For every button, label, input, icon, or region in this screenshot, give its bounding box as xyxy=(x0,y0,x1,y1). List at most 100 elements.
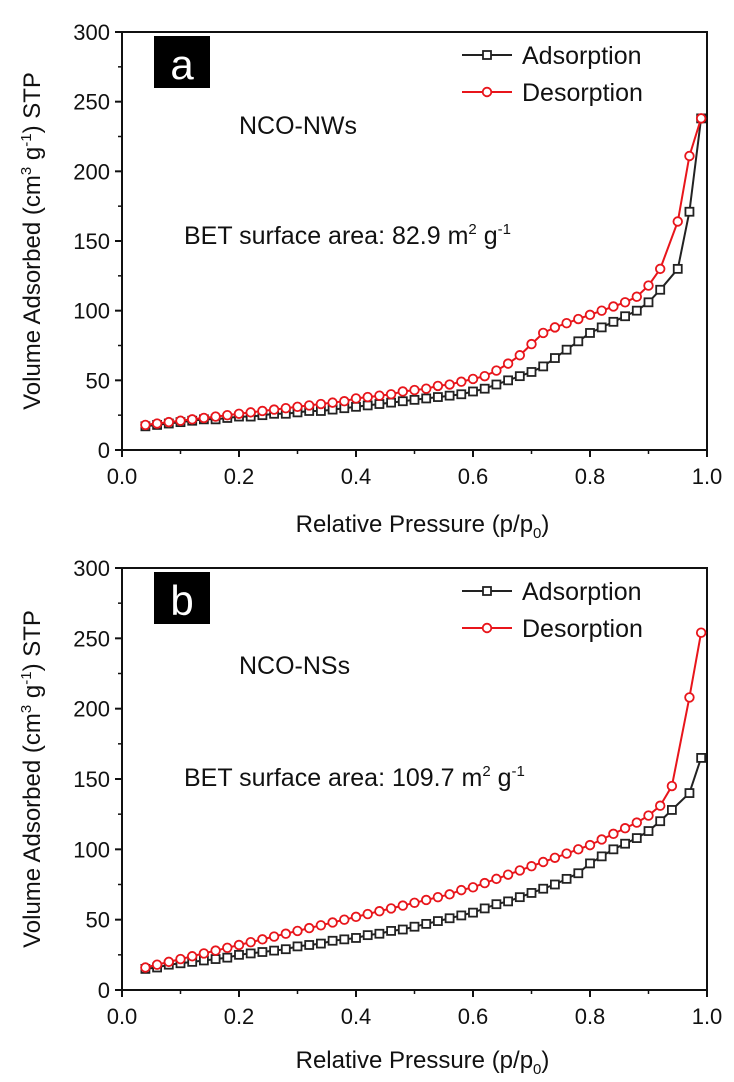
y-tick-label: 0 xyxy=(98,978,110,1003)
data-point-desorption xyxy=(432,891,444,903)
y-axis-label-text: Volume Adsorbed (cm xyxy=(19,713,46,948)
y-axis-label-text: g xyxy=(19,147,46,167)
data-point-desorption xyxy=(245,407,256,418)
y-tick-label: 0 xyxy=(98,438,110,463)
data-point-adsorption xyxy=(514,371,525,382)
data-point-desorption xyxy=(456,884,467,896)
data-point-desorption xyxy=(655,263,666,275)
data-point-adsorption xyxy=(596,851,607,862)
data-point-desorption xyxy=(385,389,397,400)
data-point-desorption xyxy=(222,942,233,954)
data-point-desorption xyxy=(502,358,514,369)
data-point-desorption xyxy=(151,418,163,429)
data-point-desorption xyxy=(339,396,350,407)
series-desorption xyxy=(140,627,707,973)
data-point-desorption xyxy=(479,370,490,382)
data-point-desorption xyxy=(655,800,666,811)
data-point-desorption xyxy=(280,928,292,939)
data-point-adsorption xyxy=(643,826,654,836)
data-point-desorption xyxy=(257,405,268,417)
bet-annotation-text: BET surface area: 109.7 m xyxy=(184,764,482,792)
sample-label: NCO-NWs xyxy=(239,112,357,140)
y-tick-label: 200 xyxy=(73,697,110,722)
bet-annotation: BET surface area: 109.7 m2 g-1 xyxy=(184,763,525,792)
x-axis-label-text: Relative Pressure (p/p xyxy=(296,511,533,538)
data-point-desorption xyxy=(526,338,537,350)
y-axis-label-superscript: 3 xyxy=(18,167,35,175)
data-point-adsorption xyxy=(304,940,315,950)
x-tick-label: 0.0 xyxy=(107,464,138,489)
data-point-desorption xyxy=(584,309,596,321)
data-point-desorption xyxy=(695,113,707,124)
data-point-desorption xyxy=(444,379,455,390)
data-point-desorption xyxy=(608,828,619,840)
data-point-desorption xyxy=(292,401,303,413)
data-point-adsorption xyxy=(620,838,630,849)
y-axis-label: Volume Adsorbed (cm3 g-1) STP xyxy=(18,610,46,948)
data-point-desorption xyxy=(315,398,327,410)
data-point-desorption xyxy=(186,414,198,425)
data-point-desorption xyxy=(409,897,420,908)
series-line-adsorption xyxy=(145,118,703,428)
data-point-desorption xyxy=(491,365,502,376)
x-tick-label: 1.0 xyxy=(692,464,723,489)
data-point-adsorption xyxy=(444,390,455,401)
data-point-adsorption xyxy=(573,868,584,879)
x-axis-label-tail: ) xyxy=(541,1047,549,1074)
data-point-adsorption xyxy=(655,816,666,827)
data-point-desorption xyxy=(684,692,695,703)
y-tick-label: 100 xyxy=(73,837,110,862)
x-tick-label: 0.0 xyxy=(107,1004,138,1029)
data-point-desorption xyxy=(421,894,432,906)
data-point-adsorption xyxy=(222,952,233,963)
series-line-desorption xyxy=(145,118,703,426)
x-tick-label: 0.2 xyxy=(224,464,255,489)
data-point-adsorption xyxy=(561,344,572,355)
data-point-desorption xyxy=(198,412,210,424)
data-point-desorption xyxy=(479,877,490,889)
data-point-desorption xyxy=(573,844,584,855)
data-point-desorption xyxy=(502,869,514,880)
panel-label-box xyxy=(154,572,210,624)
data-point-desorption xyxy=(151,959,163,970)
data-point-adsorption xyxy=(374,928,385,939)
data-point-adsorption xyxy=(503,375,514,386)
data-point-adsorption xyxy=(585,858,595,869)
legend-marker-desorption xyxy=(481,86,493,98)
y-axis-label-superscript: -1 xyxy=(18,671,35,684)
data-point-desorption xyxy=(514,350,526,361)
x-tick-label: 0.6 xyxy=(458,464,489,489)
data-point-adsorption xyxy=(234,949,244,960)
data-point-desorption xyxy=(631,817,643,828)
data-point-adsorption xyxy=(672,263,683,274)
data-point-adsorption xyxy=(620,311,630,322)
data-point-desorption xyxy=(268,404,280,415)
y-tick-label: 150 xyxy=(73,767,110,792)
data-point-desorption xyxy=(304,400,315,411)
data-point-desorption xyxy=(245,936,256,948)
series-desorption xyxy=(140,113,707,431)
y-axis-label-text: g xyxy=(19,685,46,705)
data-point-adsorption xyxy=(409,394,420,405)
data-point-desorption xyxy=(561,318,572,329)
data-point-adsorption xyxy=(479,383,490,394)
data-point-desorption xyxy=(233,939,245,951)
data-point-adsorption xyxy=(397,396,408,407)
data-point-adsorption xyxy=(550,353,560,363)
data-point-adsorption xyxy=(432,916,443,926)
bet-annotation-superscript: 2 xyxy=(468,221,476,238)
data-point-desorption xyxy=(175,953,186,965)
data-point-adsorption xyxy=(351,401,361,412)
data-point-desorption xyxy=(608,301,619,312)
data-point-desorption xyxy=(257,934,268,945)
data-point-adsorption xyxy=(468,907,478,918)
legend-marker-adsorption xyxy=(482,586,492,596)
data-point-adsorption xyxy=(561,873,572,884)
data-point-adsorption xyxy=(585,328,595,338)
data-point-desorption xyxy=(561,848,572,859)
data-point-adsorption xyxy=(421,918,432,929)
legend-label-desorption: Desorption xyxy=(522,615,643,643)
data-point-adsorption xyxy=(432,392,443,402)
data-point-desorption xyxy=(643,810,654,821)
